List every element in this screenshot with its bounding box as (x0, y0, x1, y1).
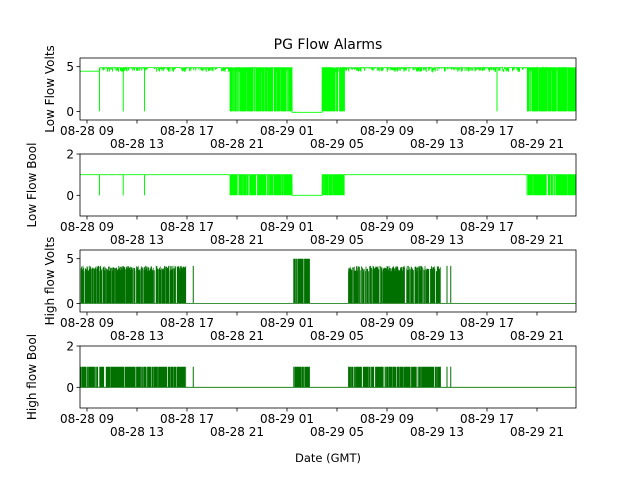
x-tick-label: 08-29 21 (510, 425, 564, 439)
y-axis-label: Low Flow Bool (25, 143, 39, 228)
x-tick-label: 08-28 13 (110, 137, 164, 151)
axes-frame (79, 249, 577, 313)
x-tick-label: 08-29 17 (460, 220, 514, 234)
x-tick-label: 08-28 21 (210, 329, 264, 343)
x-tick-label: 08-29 17 (460, 412, 514, 426)
x-axis-label: Date (GMT) (295, 451, 361, 465)
y-tick-label: 2 (66, 148, 74, 162)
x-tick-label: 08-29 01 (260, 412, 314, 426)
y-axis-label: High flow Volts (43, 237, 57, 326)
axes-frame (79, 57, 577, 121)
x-tick-label: 08-28 09 (60, 124, 114, 138)
x-tick-label: 08-29 05 (310, 137, 364, 151)
x-tick-label: 08-28 09 (60, 412, 114, 426)
x-tick-label: 08-28 17 (160, 412, 214, 426)
x-tick-label: 08-28 21 (210, 425, 264, 439)
y-axis-label: Low Flow Volts (43, 45, 57, 133)
y-tick-label: 0 (66, 189, 74, 203)
x-tick-label: 08-29 09 (360, 412, 414, 426)
x-tick-label: 08-29 09 (360, 316, 414, 330)
y-axis-label: High flow Bool (25, 334, 39, 420)
x-tick-label: 08-29 05 (310, 329, 364, 343)
x-tick-label: 08-28 13 (110, 233, 164, 247)
x-tick-label: 08-29 21 (510, 137, 564, 151)
x-tick-label: 08-29 05 (310, 233, 364, 247)
x-tick-label: 08-28 09 (60, 220, 114, 234)
x-tick-label: 08-29 01 (260, 316, 314, 330)
y-tick-label: 5 (66, 60, 74, 74)
x-tick-label: 08-28 17 (160, 316, 214, 330)
x-tick-label: 08-29 17 (460, 124, 514, 138)
axes-frame (79, 153, 577, 217)
x-tick-label: 08-29 21 (510, 329, 564, 343)
chart-title: PG Flow Alarms (274, 37, 383, 53)
x-tick-label: 08-29 13 (410, 329, 464, 343)
x-tick-label: 08-29 05 (310, 425, 364, 439)
x-tick-label: 08-29 01 (260, 220, 314, 234)
x-tick-label: 08-29 09 (360, 124, 414, 138)
axes-frame (79, 345, 577, 409)
series-line-3 (80, 258, 576, 304)
x-tick-label: 08-29 09 (360, 220, 414, 234)
x-tick-label: 08-28 21 (210, 137, 264, 151)
x-tick-label: 08-28 09 (60, 316, 114, 330)
x-tick-label: 08-29 17 (460, 316, 514, 330)
x-tick-label: 08-29 13 (410, 233, 464, 247)
y-tick-label: 2 (66, 340, 74, 354)
series-line-4 (80, 366, 576, 388)
x-tick-label: 08-28 21 (210, 233, 264, 247)
series-line-2 (80, 174, 576, 196)
x-tick-label: 08-28 13 (110, 329, 164, 343)
y-tick-label: 0 (66, 381, 74, 395)
y-tick-label: 0 (66, 297, 74, 311)
series-line-1 (80, 66, 576, 113)
y-tick-label: 5 (66, 252, 74, 266)
x-tick-label: 08-28 17 (160, 220, 214, 234)
x-tick-label: 08-28 17 (160, 124, 214, 138)
x-tick-label: 08-29 01 (260, 124, 314, 138)
x-tick-label: 08-29 21 (510, 233, 564, 247)
x-tick-label: 08-29 13 (410, 425, 464, 439)
x-tick-label: 08-29 13 (410, 137, 464, 151)
y-tick-label: 0 (66, 105, 74, 119)
x-tick-label: 08-28 13 (110, 425, 164, 439)
